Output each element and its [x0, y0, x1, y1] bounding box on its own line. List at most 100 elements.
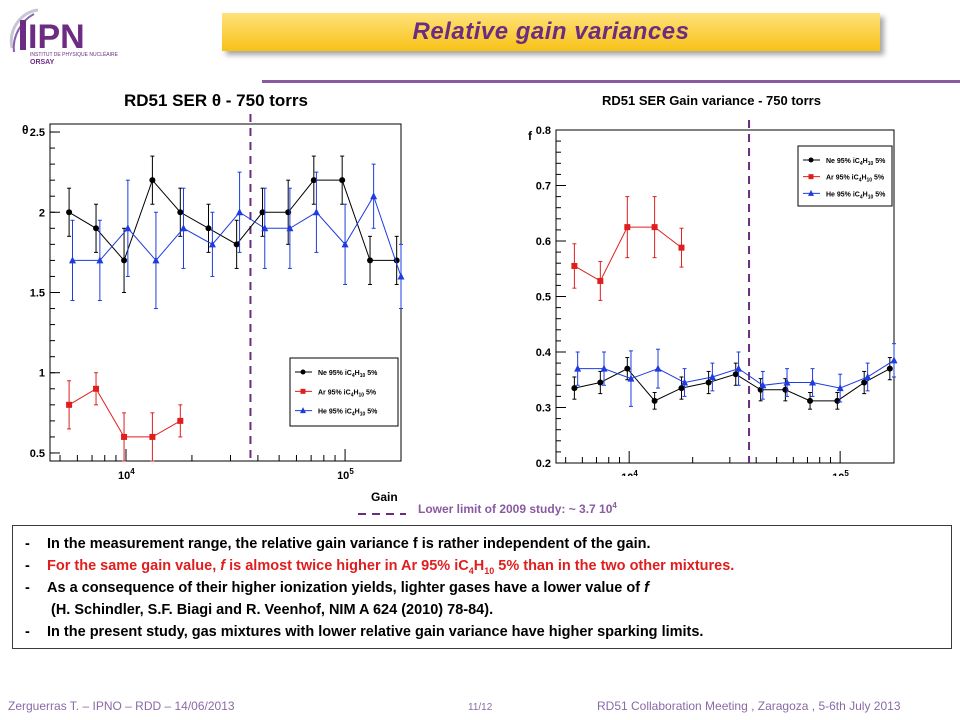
data-point: [807, 397, 814, 404]
series-line: [574, 226, 682, 282]
chart-title: RD51 SER Gain variance - 750 torrs: [602, 93, 821, 108]
series-line: [574, 368, 891, 402]
y-tick-label: 0.8: [536, 125, 551, 137]
bullet-2: - For the same gain value, f is almost tw…: [25, 558, 735, 576]
data-point: [208, 240, 216, 248]
y-axis-label: f: [528, 129, 533, 143]
data-point: [68, 256, 76, 264]
legend-marker: [300, 388, 306, 394]
data-point: [121, 257, 128, 264]
y-tick-label: 0.5: [30, 448, 45, 460]
legend-marker: [808, 174, 814, 180]
data-point: [367, 257, 374, 264]
title-banner: Relative gain variances: [222, 13, 880, 51]
data-point: [310, 177, 317, 184]
data-point: [149, 433, 156, 440]
data-point: [627, 374, 635, 382]
gain-variance-plot: RD51 SER Gain variance - 750 torrs 0.2 0.3…: [528, 93, 898, 476]
legend-box: [797, 145, 893, 207]
ipn-logo: IPN INSTITUT DE PHYSIQUE NUCLÉAIRE ORSAY: [9, 8, 119, 66]
data-point: [177, 209, 184, 216]
data-point: [809, 378, 817, 386]
data-point: [624, 365, 631, 372]
y-tick-label: 1: [39, 368, 45, 380]
data-point: [574, 364, 582, 372]
data-point: [705, 379, 712, 386]
footer-left: Zerguerras T. – IPNO – RDD – 14/06/2013: [8, 699, 235, 713]
data-point: [678, 244, 685, 251]
y-tick-label: 0.3: [536, 403, 551, 415]
data-point: [339, 177, 346, 184]
logo-arc-icon: [9, 8, 39, 49]
legend: Ne 95% iC4H10 5% Ar 95% iC4H10 5% He 95% i…: [289, 357, 399, 427]
data-point: [236, 208, 244, 216]
data-point: [886, 365, 893, 372]
data-point: [600, 364, 608, 372]
data-point: [397, 272, 405, 280]
data-point: [179, 224, 187, 232]
legend-label: Ne 95% iC4H10 5%: [318, 370, 378, 379]
legend-marker: [300, 407, 306, 414]
legend-box: [289, 357, 399, 427]
data-point: [864, 372, 872, 380]
data-point: [678, 385, 685, 392]
data-point: [783, 378, 791, 386]
y-tick-label: 0.2: [536, 458, 551, 470]
data-point: [259, 209, 266, 216]
data-point: [597, 277, 604, 284]
data-point: [121, 433, 128, 440]
bullet-3: - As a consequence of their higher ioniza…: [25, 580, 649, 596]
y-tick-label: 1.5: [30, 288, 45, 300]
data-point: [759, 381, 767, 389]
legend-label: Ar 95% iC4H10 5%: [826, 175, 885, 184]
data-point: [233, 241, 240, 248]
data-point: [205, 225, 212, 232]
x-tick-label: 104: [621, 469, 638, 476]
reference-legend-text: Lower limit of 2009 study: ~ 3.7 104: [418, 501, 617, 516]
x-tick-label: 104: [118, 467, 135, 482]
slide-title: Relative gain variances: [412, 18, 690, 45]
data-point: [735, 364, 743, 372]
y-tick-label: 0.5: [536, 292, 551, 304]
legend: Ne 95% iC4H10 5% Ar 95% iC4H10 5% He 95% i…: [797, 145, 893, 207]
y-tick-label: 2: [39, 207, 45, 219]
logo-text: IPN: [28, 18, 85, 56]
legend-label: Ar 95% iC4H10 5%: [318, 389, 377, 398]
y-axis-label: θ: [22, 123, 29, 137]
data-point: [66, 209, 73, 216]
data-point: [124, 224, 132, 232]
data-point: [370, 192, 378, 200]
legend-marker: [300, 369, 306, 375]
page-number: 11/12: [468, 702, 493, 713]
bullet-1: - In the measurement range, the relative …: [25, 536, 651, 552]
x-axis-label: Gain: [371, 490, 398, 502]
data-point: [651, 224, 658, 231]
logo-place: ORSAY: [30, 59, 55, 66]
bullet-3-reference: (H. Schindler, S.F. Biagi and R. Veenhof…: [51, 602, 494, 618]
data-point: [890, 356, 898, 364]
data-point: [96, 256, 104, 264]
data-point: [571, 262, 578, 269]
data-point: [651, 397, 658, 404]
legend-label: He 95% iC4H10 5%: [826, 191, 886, 200]
data-point: [708, 372, 716, 380]
data-point: [834, 397, 841, 404]
data-point: [732, 371, 739, 378]
y-tick-label: 0.4: [536, 347, 552, 359]
data-point: [66, 401, 73, 408]
data-point: [836, 384, 844, 392]
legend-marker: [808, 189, 814, 196]
bullet-4: - In the present study, gas mixtures with…: [25, 624, 704, 640]
data-point: [681, 378, 689, 386]
data-point: [597, 379, 604, 386]
footer-right: RD51 Collaboration Meeting , Zaragoza , …: [597, 699, 901, 713]
logo-subtitle: INSTITUT DE PHYSIQUE NUCLÉAIRE: [30, 51, 119, 58]
data-point: [152, 256, 160, 264]
x-tick-label: 105: [832, 469, 849, 476]
x-tick-label: 105: [337, 467, 354, 482]
data-point: [312, 208, 320, 216]
data-point: [286, 224, 294, 232]
data-point: [341, 240, 349, 248]
conclusions-box: - In the measurement range, the relative …: [12, 525, 952, 649]
data-point: [654, 364, 662, 372]
